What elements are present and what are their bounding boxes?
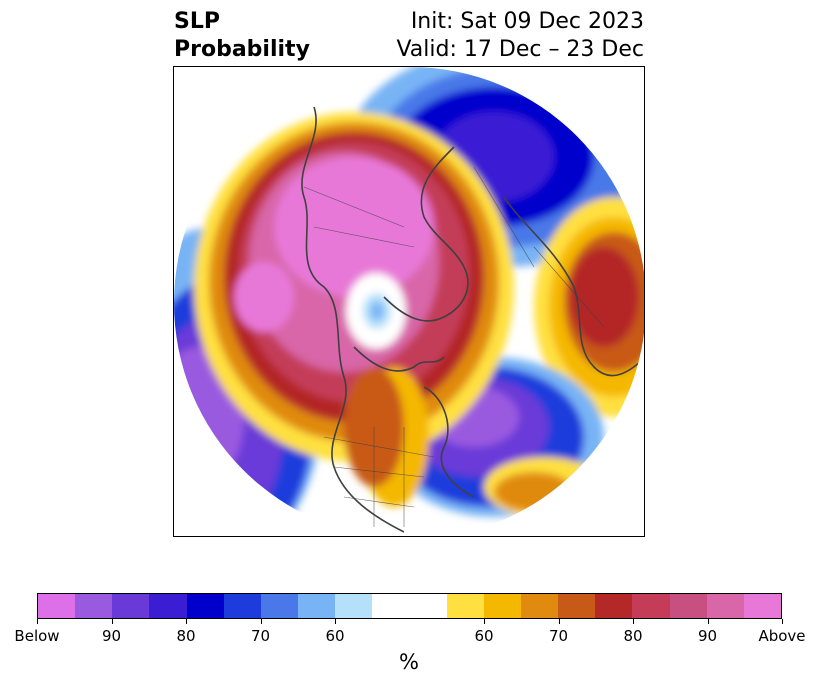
colorbar-tick-mark <box>37 619 38 624</box>
colorbar-segment <box>372 594 447 618</box>
colorbar-tick-label: 90 <box>697 627 718 645</box>
colorbar-segment <box>446 594 484 618</box>
borders <box>303 166 605 527</box>
colorbar-tick-mark <box>707 619 709 624</box>
colorbar-tick-label: 60 <box>325 627 345 645</box>
colorbar-tick-mark <box>260 619 262 624</box>
colorbar-tick-label: 60 <box>474 627 494 645</box>
colorbar-tick-mark <box>111 619 113 624</box>
colorbar-segment <box>483 594 522 618</box>
colorbar-segment <box>632 594 670 618</box>
probability-map <box>174 67 644 536</box>
title-variable: SLP <box>174 9 220 34</box>
colorbar-segment <box>223 594 261 618</box>
colorbar-segment <box>558 594 596 618</box>
colorbar-tick-label: 90 <box>101 627 122 645</box>
colorbar-segment <box>38 594 76 618</box>
coastlines <box>301 106 644 533</box>
map-panel <box>173 66 645 537</box>
valid-range: Valid: 17 Dec – 23 Dec <box>396 37 644 62</box>
colorbar-segment <box>186 594 224 618</box>
colorbar-tick-mark <box>335 619 336 624</box>
colorbar-tick-mark <box>186 619 187 624</box>
colorbar-segment <box>112 594 150 618</box>
colorbar-tick-label: 70 <box>250 627 271 645</box>
title-variable-type: Probability <box>174 37 310 62</box>
colorbar-segment <box>743 594 782 618</box>
colorbar-tick-mark <box>782 619 783 624</box>
colorbar-segment <box>149 594 187 618</box>
map-dates: Init: Sat 09 Dec 2023 Valid: 17 Dec – 23… <box>396 8 644 64</box>
colorbar-segment <box>335 594 373 618</box>
colorbar-segment <box>260 594 299 618</box>
colorbar-segment <box>669 594 707 618</box>
colorbar-tick-label: 70 <box>548 627 569 645</box>
colorbar-tick-label: Below <box>14 627 60 645</box>
colorbar-segment <box>75 594 113 618</box>
colorbar-segment <box>521 594 559 618</box>
colorbar-tick-mark <box>558 619 560 624</box>
colorbar-segment <box>298 594 336 618</box>
init-date: Init: Sat 09 Dec 2023 <box>410 9 644 34</box>
colorbar-tick-mark <box>633 619 634 624</box>
map-title: SLP Probability <box>174 8 310 64</box>
colorbar-segment <box>706 594 744 618</box>
colorbar-segment <box>595 594 633 618</box>
colorbar <box>37 593 782 619</box>
colorbar-tick-mark <box>484 619 485 624</box>
colorbar-tick-label: Above <box>758 627 806 645</box>
colorbar-unit: % <box>399 650 419 674</box>
colorbar-tick-label: 80 <box>623 627 643 645</box>
colorbar-tick-label: 80 <box>176 627 196 645</box>
